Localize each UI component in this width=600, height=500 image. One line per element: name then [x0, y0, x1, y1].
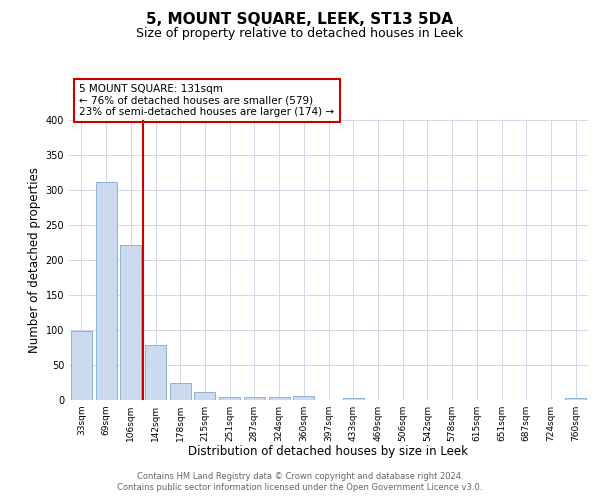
Text: Size of property relative to detached houses in Leek: Size of property relative to detached ho… — [136, 28, 464, 40]
Text: 5, MOUNT SQUARE, LEEK, ST13 5DA: 5, MOUNT SQUARE, LEEK, ST13 5DA — [146, 12, 454, 28]
Bar — [244, 397, 265, 400]
Bar — [343, 398, 364, 400]
Bar — [120, 244, 141, 400]
Text: Contains public sector information licensed under the Open Government Licence v3: Contains public sector information licen… — [118, 484, 482, 492]
Bar — [170, 382, 191, 400]
Bar — [71, 330, 92, 400]
Bar — [293, 396, 314, 400]
Text: Contains HM Land Registry data © Crown copyright and database right 2024.: Contains HM Land Registry data © Crown c… — [137, 472, 463, 481]
Bar — [219, 396, 240, 400]
Text: 5 MOUNT SQUARE: 131sqm
← 76% of detached houses are smaller (579)
23% of semi-de: 5 MOUNT SQUARE: 131sqm ← 76% of detached… — [79, 84, 335, 117]
Y-axis label: Number of detached properties: Number of detached properties — [28, 167, 41, 353]
Bar — [145, 344, 166, 400]
Bar — [95, 182, 116, 400]
Bar — [565, 398, 586, 400]
X-axis label: Distribution of detached houses by size in Leek: Distribution of detached houses by size … — [188, 446, 469, 458]
Bar — [269, 396, 290, 400]
Bar — [194, 392, 215, 400]
